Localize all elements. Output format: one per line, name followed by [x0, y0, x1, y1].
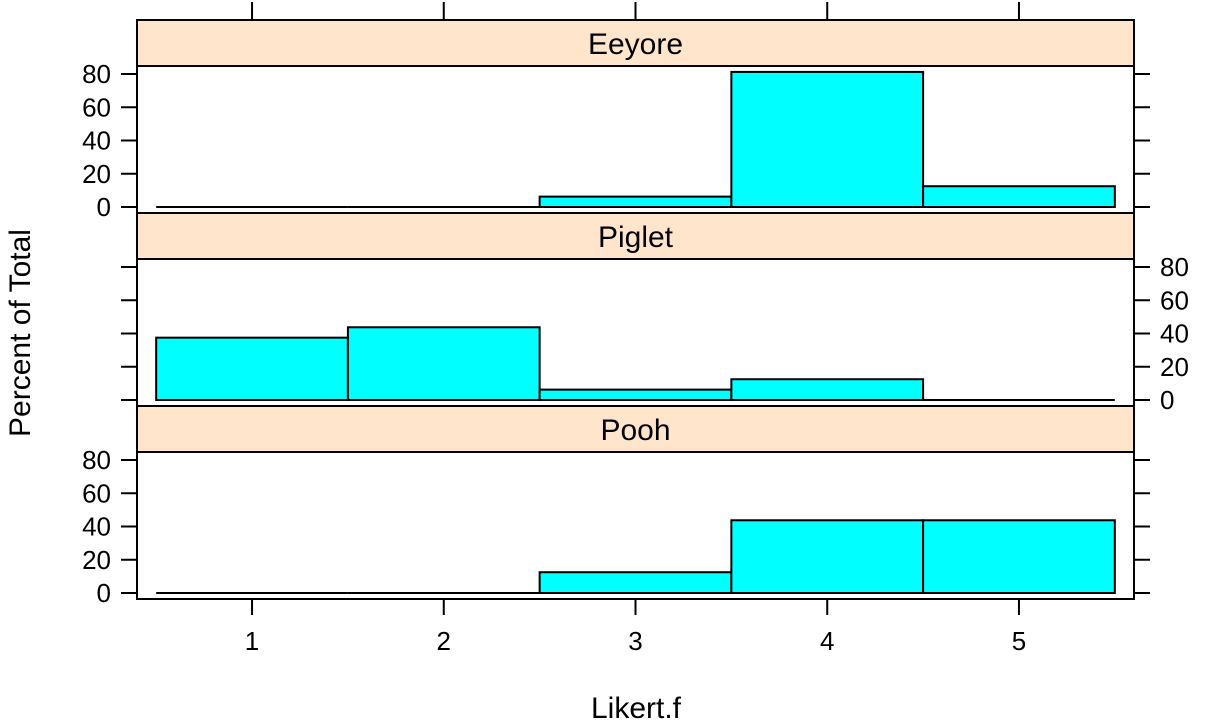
y-tick-label: 20: [1160, 352, 1189, 382]
strip-eeyore: [136, 19, 1135, 67]
panel-group: Eeyore020406080Piglet020406080Pooh020406…: [82, 2, 1189, 656]
bar: [538, 195, 733, 208]
y-tick-label: 0: [1160, 385, 1174, 415]
y-axis-label: Percent of Total: [4, 229, 37, 437]
x-tick-label: 1: [245, 626, 259, 656]
x-tick-label: 5: [1012, 626, 1026, 656]
bar: [538, 571, 733, 594]
y-tick-label: 60: [1160, 285, 1189, 315]
y-tick-label: 80: [1160, 252, 1189, 282]
x-tick-label: 4: [820, 626, 834, 656]
bar: [346, 326, 541, 401]
bar: [922, 185, 1116, 208]
y-tick-label: 40: [1160, 319, 1189, 349]
bar: [922, 519, 1116, 594]
strip-label: Eeyore: [588, 28, 683, 61]
y-tick-label: 20: [82, 159, 111, 189]
bar: [155, 336, 349, 401]
y-tick-label: 60: [82, 478, 111, 508]
strip-label: Piglet: [598, 221, 674, 254]
y-tick-label: 0: [97, 578, 111, 608]
bar: [730, 519, 925, 594]
x-tick-label: 2: [437, 626, 451, 656]
bar: [538, 388, 733, 401]
y-tick-label: 80: [82, 445, 111, 475]
y-tick-label: 20: [82, 545, 111, 575]
x-tick-label: 3: [628, 626, 642, 656]
y-tick-label: 40: [82, 512, 111, 542]
strip-label: Pooh: [600, 414, 670, 447]
strip-pooh: [136, 405, 1135, 453]
bar: [730, 70, 925, 208]
y-tick-label: 80: [82, 59, 111, 89]
y-tick-label: 0: [97, 192, 111, 222]
y-tick-label: 60: [82, 92, 111, 122]
bar: [730, 378, 925, 401]
y-tick-label: 40: [82, 126, 111, 156]
x-axis-label: Likert.f: [591, 692, 682, 725]
